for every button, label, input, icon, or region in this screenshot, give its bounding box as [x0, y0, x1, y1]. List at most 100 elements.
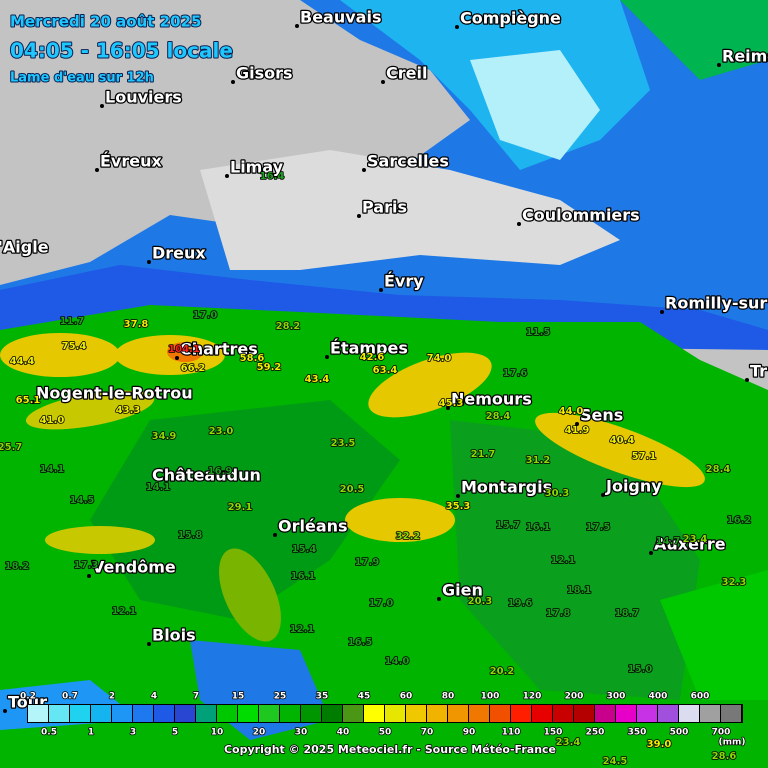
legend-swatch — [679, 705, 699, 722]
legend-swatch — [49, 705, 69, 722]
legend-swatch — [343, 705, 363, 722]
value-label: 18.7 — [615, 608, 640, 619]
legend-label: 2 — [109, 692, 115, 702]
legend-unit: (mm) — [719, 738, 746, 748]
value-label: 16.2 — [727, 515, 752, 526]
city-label: Orléans — [278, 517, 348, 536]
city-dot — [87, 574, 91, 578]
city-label: Montargis — [461, 478, 552, 497]
value-label: 18.2 — [5, 561, 30, 572]
legend-label: 30 — [295, 728, 308, 738]
value-label: 104.1 — [168, 344, 200, 355]
legend-label: 90 — [463, 728, 476, 738]
legend-label: 60 — [400, 692, 413, 702]
city-dot — [31, 400, 35, 404]
header-period: 04:05 - 16:05 locale — [10, 39, 233, 63]
legend-label: 10 — [211, 728, 224, 738]
value-label: 12.1 — [551, 555, 576, 566]
value-label: 11.7 — [60, 316, 85, 327]
city-label: Joigny — [605, 477, 662, 496]
legend-swatch — [364, 705, 384, 722]
legend-label: 600 — [691, 692, 710, 702]
value-label: 35.3 — [446, 501, 471, 512]
city-dot — [601, 493, 605, 497]
city-label: Vendôme — [92, 558, 176, 577]
legend-label: 0.5 — [41, 728, 57, 738]
value-label: 18.1 — [567, 585, 592, 596]
value-label: 66.2 — [181, 363, 206, 374]
legend-swatch — [448, 705, 468, 722]
legend-swatch — [238, 705, 258, 722]
city-label: Louviers — [105, 88, 182, 107]
value-label: 20.5 — [340, 484, 365, 495]
value-label: 16.1 — [526, 522, 551, 533]
city-dot — [575, 422, 579, 426]
copyright: Copyright © 2025 Meteociel.fr - Source M… — [224, 743, 556, 756]
legend-swatch — [490, 705, 510, 722]
legend-label: 25 — [274, 692, 287, 702]
legend-swatch — [112, 705, 132, 722]
legend-label: 80 — [442, 692, 455, 702]
legend-swatch — [616, 705, 636, 722]
legend-label: 500 — [670, 728, 689, 738]
legend-swatch — [175, 705, 195, 722]
value-label: 44.4 — [10, 356, 35, 367]
city-dot — [231, 80, 235, 84]
city-label: Évry — [384, 272, 424, 291]
value-label: 75.4 — [62, 341, 87, 352]
value-label: 14.1 — [146, 482, 171, 493]
city-label: Évreux — [100, 152, 162, 171]
value-label: 57.1 — [632, 451, 657, 462]
value-label: 23.5 — [331, 438, 356, 449]
city-label: Dreux — [152, 244, 206, 263]
city-label: Tr — [750, 362, 767, 381]
legend-swatch — [70, 705, 90, 722]
value-label: 42.6 — [360, 352, 385, 363]
value-label: 31.2 — [526, 455, 551, 466]
value-label: 44.0 — [559, 406, 584, 417]
value-label: 24.5 — [603, 756, 628, 767]
value-label: 17.5 — [586, 522, 611, 533]
value-label: 15.4 — [292, 544, 317, 555]
city-dot — [95, 168, 99, 172]
legend-swatch — [28, 705, 48, 722]
city-label: Sarcelles — [367, 152, 449, 171]
legend-label: 15 — [232, 692, 245, 702]
legend-swatch — [259, 705, 279, 722]
legend-swatch — [553, 705, 573, 722]
legend-label: 50 — [379, 728, 392, 738]
legend-label: 1 — [88, 728, 94, 738]
value-label: 12.1 — [112, 606, 137, 617]
legend-label: 120 — [523, 692, 542, 702]
city-label: Creil — [386, 64, 427, 83]
city-dot — [660, 310, 664, 314]
value-label: 32.3 — [722, 577, 747, 588]
city-label: Sens — [580, 406, 623, 425]
legend-label: 20 — [253, 728, 266, 738]
city-label: Coulommiers — [522, 206, 640, 225]
value-label: 43.4 — [305, 374, 330, 385]
city-dot — [175, 356, 179, 360]
city-label: Châteaudun — [152, 466, 261, 485]
value-label: 17.9 — [355, 557, 380, 568]
city-dot — [745, 378, 749, 382]
legend-label: 400 — [649, 692, 668, 702]
city-dot — [100, 104, 104, 108]
value-label: 17.8 — [546, 608, 571, 619]
value-label: 74.0 — [427, 353, 452, 364]
city-dot — [649, 551, 653, 555]
legend-swatch — [595, 705, 615, 722]
city-dot — [273, 533, 277, 537]
city-dot — [455, 25, 459, 29]
legend-swatch — [511, 705, 531, 722]
legend-label: 35 — [316, 692, 329, 702]
legend-label: 70 — [421, 728, 434, 738]
legend-swatch — [133, 705, 153, 722]
value-label: 17.0 — [369, 598, 394, 609]
city-dot — [456, 494, 460, 498]
city-label: Blois — [152, 626, 196, 645]
city-label: Nemours — [451, 390, 532, 409]
city-dot — [357, 214, 361, 218]
